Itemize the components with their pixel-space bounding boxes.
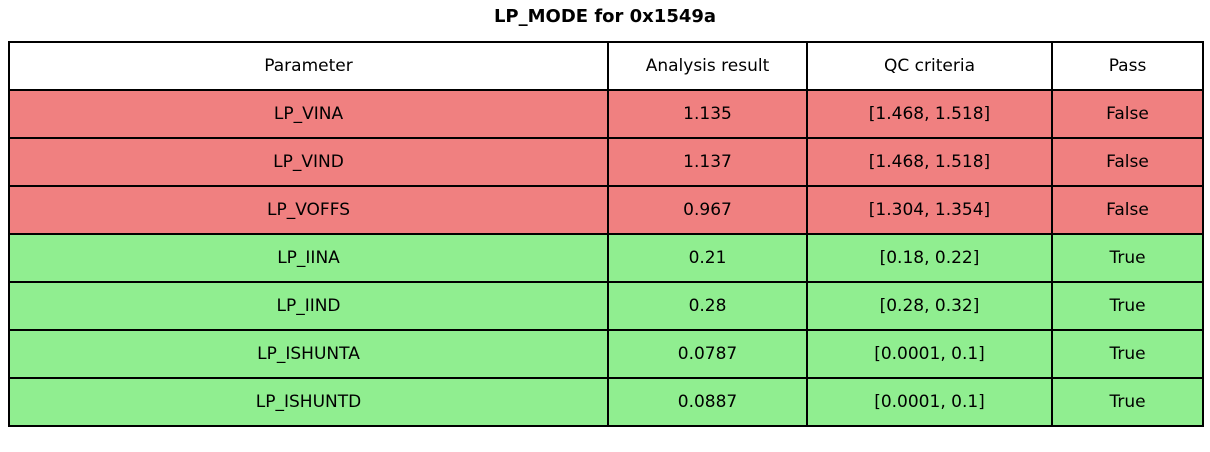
pass-cell: False [1051, 89, 1204, 139]
column-header-pass: Pass [1051, 41, 1204, 91]
analysis-result-cell: 0.967 [607, 185, 808, 235]
qc-criteria-cell: [0.28, 0.32] [806, 281, 1053, 331]
pass-cell: True [1051, 233, 1204, 283]
header-row: Parameter Analysis result QC criteria Pa… [8, 41, 1204, 91]
analysis-result-cell: 0.28 [607, 281, 808, 331]
table-row: LP_ISHUNTA 0.0787 [0.0001, 0.1] True [8, 329, 1204, 379]
parameter-cell: LP_IINA [8, 233, 609, 283]
table-row: LP_IIND 0.28 [0.28, 0.32] True [8, 281, 1204, 331]
pass-cell: False [1051, 185, 1204, 235]
parameter-cell: LP_VINA [8, 89, 609, 139]
column-header-analysis-result: Analysis result [607, 41, 808, 91]
parameter-cell: LP_ISHUNTA [8, 329, 609, 379]
qc-criteria-cell: [0.0001, 0.1] [806, 377, 1053, 427]
column-header-parameter: Parameter [8, 41, 609, 91]
qc-criteria-cell: [1.468, 1.518] [806, 137, 1053, 187]
qc-criteria-cell: [0.18, 0.22] [806, 233, 1053, 283]
pass-cell: True [1051, 377, 1204, 427]
analysis-result-cell: 0.21 [607, 233, 808, 283]
parameter-cell: LP_ISHUNTD [8, 377, 609, 427]
parameter-cell: LP_VIND [8, 137, 609, 187]
qc-criteria-cell: [1.304, 1.354] [806, 185, 1053, 235]
table-row: LP_IINA 0.21 [0.18, 0.22] True [8, 233, 1204, 283]
qc-criteria-cell: [1.468, 1.518] [806, 89, 1053, 139]
table-row: LP_VINA 1.135 [1.468, 1.518] False [8, 89, 1204, 139]
table-row: LP_VOFFS 0.967 [1.304, 1.354] False [8, 185, 1204, 235]
analysis-result-cell: 1.137 [607, 137, 808, 187]
analysis-result-cell: 0.0787 [607, 329, 808, 379]
analysis-result-cell: 0.0887 [607, 377, 808, 427]
qc-criteria-cell: [0.0001, 0.1] [806, 329, 1053, 379]
table-row: LP_VIND 1.137 [1.468, 1.518] False [8, 137, 1204, 187]
column-header-qc-criteria: QC criteria [806, 41, 1053, 91]
parameter-cell: LP_IIND [8, 281, 609, 331]
parameter-cell: LP_VOFFS [8, 185, 609, 235]
pass-cell: True [1051, 329, 1204, 379]
pass-cell: True [1051, 281, 1204, 331]
table-row: LP_ISHUNTD 0.0887 [0.0001, 0.1] True [8, 377, 1204, 427]
pass-cell: False [1051, 137, 1204, 187]
qc-results-table: Parameter Analysis result QC criteria Pa… [8, 41, 1204, 427]
analysis-result-cell: 1.135 [607, 89, 808, 139]
page-title: LP_MODE for 0x1549a [493, 6, 717, 27]
